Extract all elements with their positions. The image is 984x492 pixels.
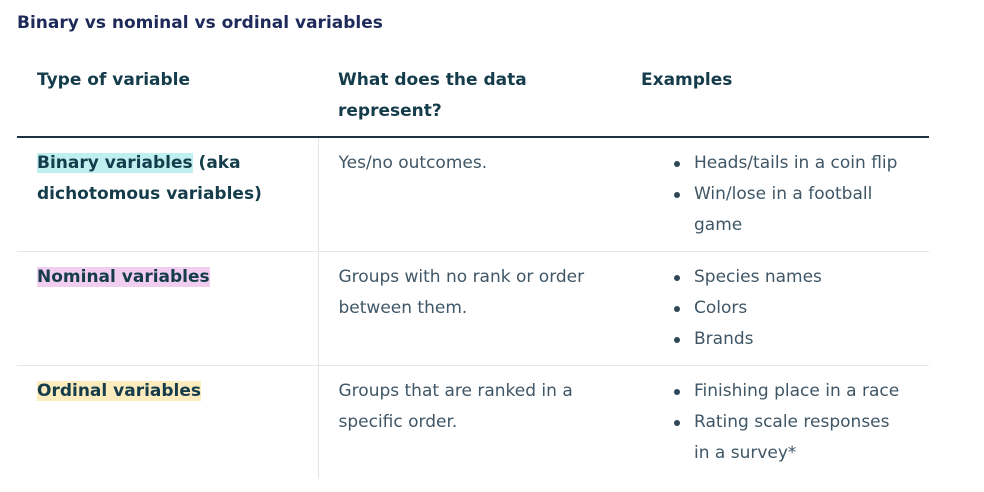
header-what-data-represents: What does the data represent? <box>318 61 621 138</box>
table-row-nominal: Nominal variables Groups with no rank or… <box>17 251 929 366</box>
term-ordinal: Ordinal variables <box>37 381 202 401</box>
table-row-ordinal: Ordinal variables Groups that are ranked… <box>17 365 929 480</box>
list-item: Rating scale responses in a survey* <box>674 407 909 469</box>
examples-cell: Finishing place in a race Rating scale r… <box>621 366 929 480</box>
examples-list: Species names Colors Brands <box>641 262 909 355</box>
examples-cell: Heads/tails in a coin flip Win/lose in a… <box>621 137 929 252</box>
term-nominal: Nominal variables <box>37 267 210 287</box>
examples-list: Finishing place in a race Rating scale r… <box>641 376 909 469</box>
list-item: Heads/tails in a coin flip <box>674 148 909 179</box>
represents-cell: Groups that are ranked in a specific ord… <box>338 381 573 432</box>
list-item: Colors <box>674 293 909 324</box>
examples-cell: Species names Colors Brands <box>621 251 929 366</box>
represents-cell: Groups with no rank or order between the… <box>318 251 621 366</box>
type-cell: Binary variables (aka dichotomous variab… <box>17 137 319 252</box>
list-item: Finishing place in a race <box>674 376 909 407</box>
term-binary: Binary variables <box>37 153 193 173</box>
represents-cell: Yes/no outcomes. <box>318 137 621 252</box>
type-cell: Ordinal variables <box>17 365 319 479</box>
header-row: Type of variable What does the data repr… <box>17 61 929 138</box>
header-examples: Examples <box>621 61 929 138</box>
type-cell: Nominal variables <box>17 251 319 366</box>
table-caption: Binary vs nominal vs ordinal variables <box>17 13 383 33</box>
variable-types-table: Type of variable What does the data repr… <box>17 61 929 479</box>
list-item: Species names <box>674 262 909 293</box>
examples-list: Heads/tails in a coin flip Win/lose in a… <box>641 148 909 241</box>
list-item: Win/lose in a football game <box>674 179 909 241</box>
list-item: Brands <box>674 324 909 355</box>
term-binary-suffix: (aka dichotomous variables) <box>37 153 262 204</box>
header-type-of-variable: Type of variable <box>17 61 318 138</box>
table-row-binary: Binary variables (aka dichotomous variab… <box>17 137 929 252</box>
